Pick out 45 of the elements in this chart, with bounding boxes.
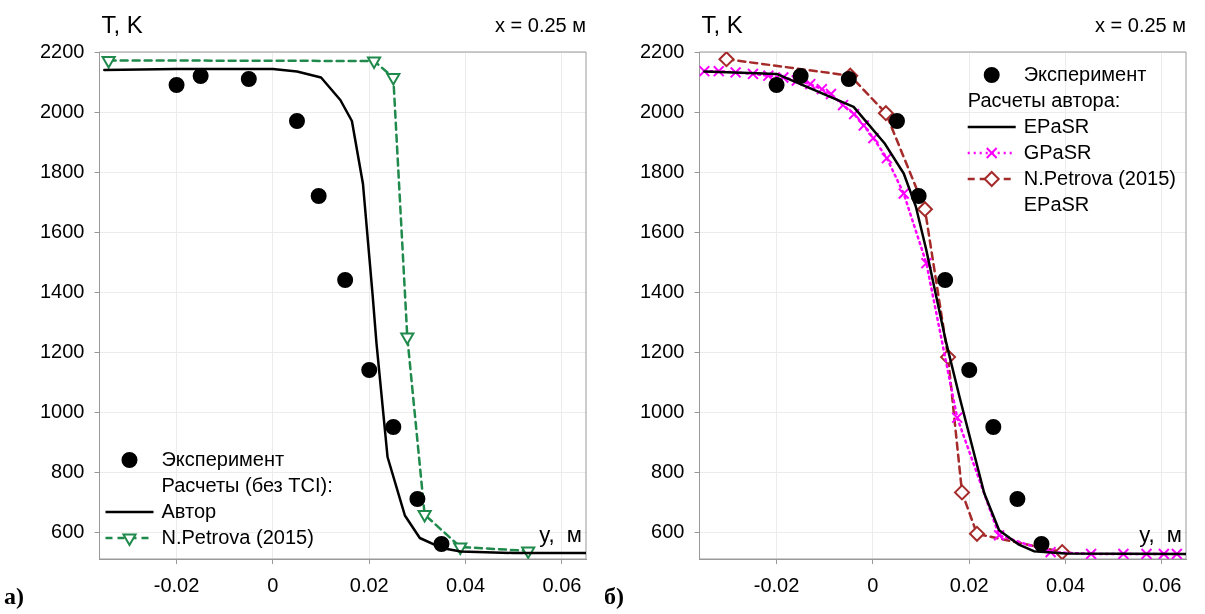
y-tick-label: 1000 bbox=[639, 399, 685, 422]
y-tick-label: 1000 bbox=[39, 399, 85, 422]
chart-title: x = 0.25 м bbox=[1094, 13, 1186, 36]
y-tick-label: 1400 bbox=[39, 279, 85, 302]
y-tick-label: 1600 bbox=[39, 219, 85, 242]
legend-title: Расчеты автора: bbox=[967, 88, 1121, 111]
legend-label: N.Petrova (2015) EPaSR bbox=[1023, 166, 1176, 215]
x-tick-label: 0.02 bbox=[349, 573, 389, 596]
legend-label: N.Petrova (2015) bbox=[161, 525, 314, 548]
y-tick-label: 1600 bbox=[639, 219, 685, 242]
y-tick-label: 2000 bbox=[39, 99, 85, 122]
text: а) bbox=[4, 583, 24, 610]
x-tick-label: 0 bbox=[867, 573, 879, 596]
x-axis-title: y, м bbox=[1139, 522, 1182, 548]
y-tick-label: 600 bbox=[651, 519, 685, 542]
y-tick-label: 2200 bbox=[39, 39, 85, 62]
y-axis-title: T, K bbox=[101, 10, 143, 38]
chart-title: x = 0.25 м bbox=[494, 13, 586, 36]
y-tick-label: 2000 bbox=[639, 99, 685, 122]
legend-label: Эксперимент bbox=[1023, 62, 1147, 85]
y-tick-label: 800 bbox=[651, 459, 685, 482]
legend-title: Расчеты (без TCI): bbox=[161, 473, 333, 496]
y-tick-label: 1200 bbox=[39, 339, 85, 362]
y-tick-label: 1800 bbox=[639, 159, 685, 182]
legend-label: Эксперимент bbox=[161, 447, 285, 470]
y-tick-label: 600 bbox=[51, 519, 85, 542]
legend-label: GPaSR bbox=[1023, 140, 1092, 163]
y-tick-label: 800 bbox=[51, 459, 85, 482]
x-tick-label: 0.04 bbox=[1046, 573, 1086, 596]
legend-label: Автор bbox=[161, 499, 217, 522]
x-tick-label: 0.06 bbox=[542, 573, 582, 596]
x-axis-title: y, м bbox=[539, 522, 582, 548]
x-tick-label: -0.02 bbox=[153, 573, 200, 596]
x-tick-label: 0.02 bbox=[949, 573, 989, 596]
x-tick-label: 0 bbox=[267, 573, 279, 596]
y-tick-label: 1800 bbox=[39, 159, 85, 182]
text: б) bbox=[604, 583, 624, 610]
y-axis-title: T, K bbox=[701, 10, 743, 38]
legend-label: EPaSR bbox=[1023, 114, 1090, 137]
y-tick-label: 1200 bbox=[639, 339, 685, 362]
x-tick-label: 0.04 bbox=[446, 573, 486, 596]
x-tick-label: 0.06 bbox=[1142, 573, 1182, 596]
y-tick-label: 2200 bbox=[639, 39, 685, 62]
y-tick-label: 1400 bbox=[639, 279, 685, 302]
x-tick-label: -0.02 bbox=[753, 573, 800, 596]
